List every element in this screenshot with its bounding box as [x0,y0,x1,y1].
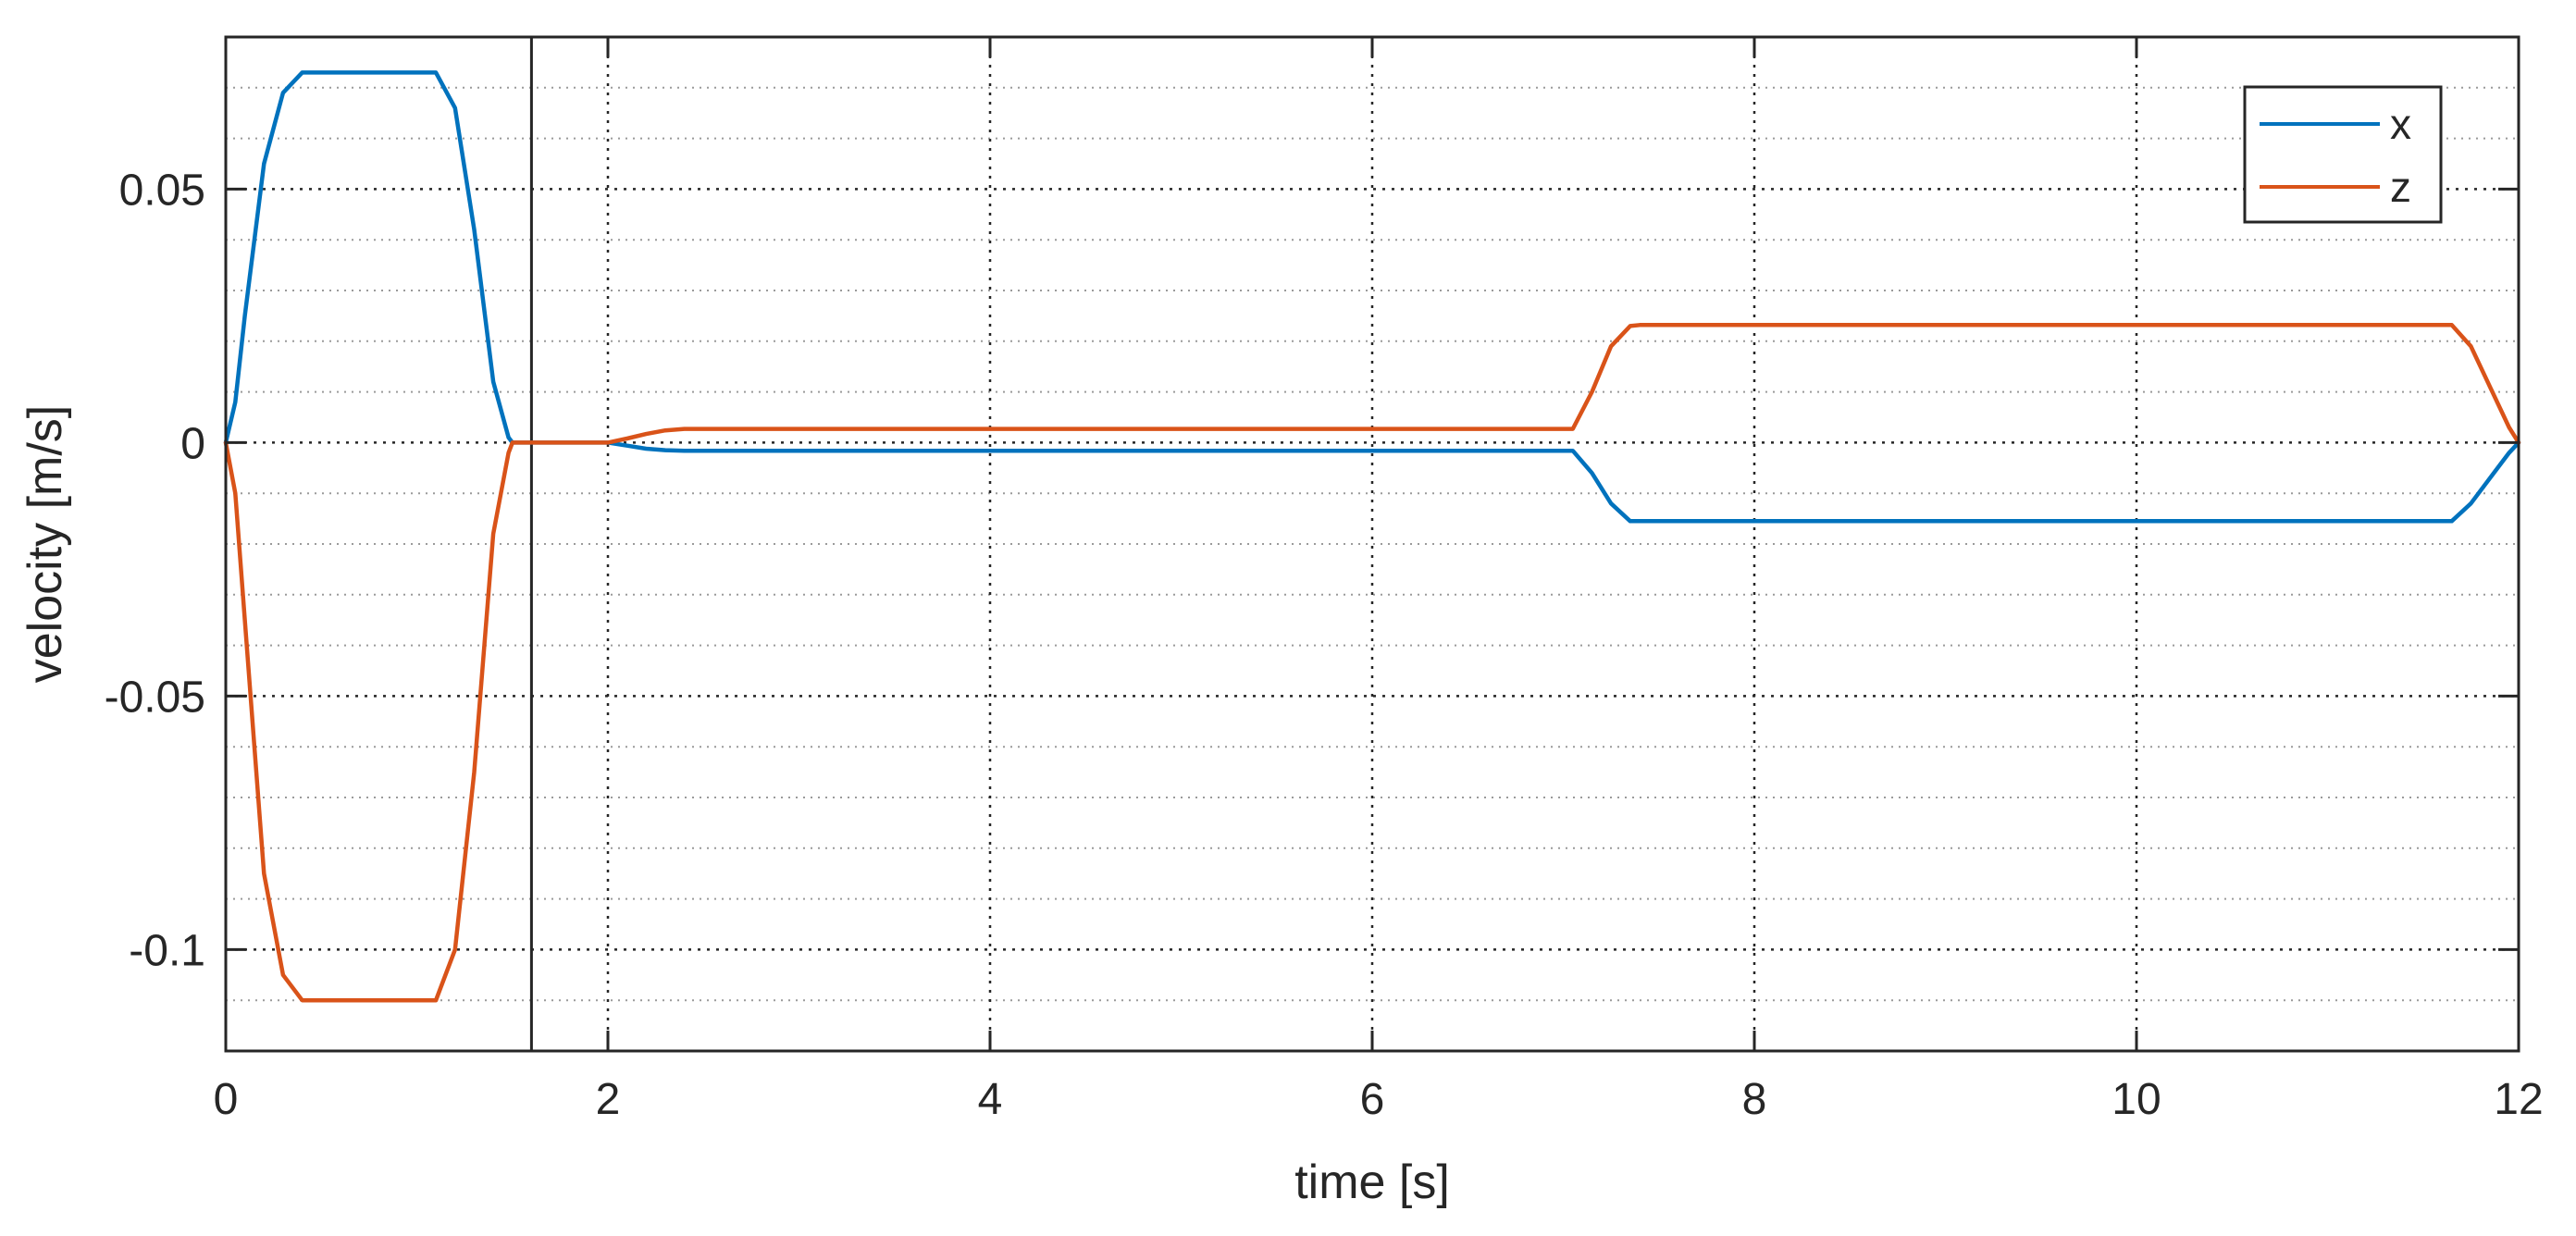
x-tick-label: 0 [214,1075,239,1124]
legend: x z [2243,85,2443,224]
x-tick-labels: 0 2 4 6 8 10 12 [214,1075,2544,1124]
y-tick-label: 0.05 [119,166,205,215]
series-layer [223,70,2521,1003]
tick-marks [224,37,2520,1051]
legend-label-x: x [2390,100,2411,148]
x-tick-label: 2 [596,1075,621,1124]
y-tick-label: 0 [180,419,205,468]
y-tick-labels: -0.1 -0.05 0 0.05 [105,166,205,975]
y-tick-label: -0.05 [105,673,205,722]
x-tick-label: 6 [1360,1075,1385,1124]
y-axis-label: velocity [m/s] [19,405,72,684]
x-tick-label: 12 [2494,1075,2543,1124]
x-tick-label: 10 [2112,1075,2161,1124]
x-tick-label: 4 [978,1075,1003,1124]
series-line-x [223,70,2521,524]
series-line-z [223,323,2521,1003]
plot-area [223,35,2521,1053]
x-axis-label: time [s] [1294,1156,1450,1209]
y-tick-label: -0.1 [129,926,205,975]
legend-box [2243,85,2443,224]
legend-label-z: z [2390,163,2411,211]
x-tick-label: 8 [1742,1075,1767,1124]
